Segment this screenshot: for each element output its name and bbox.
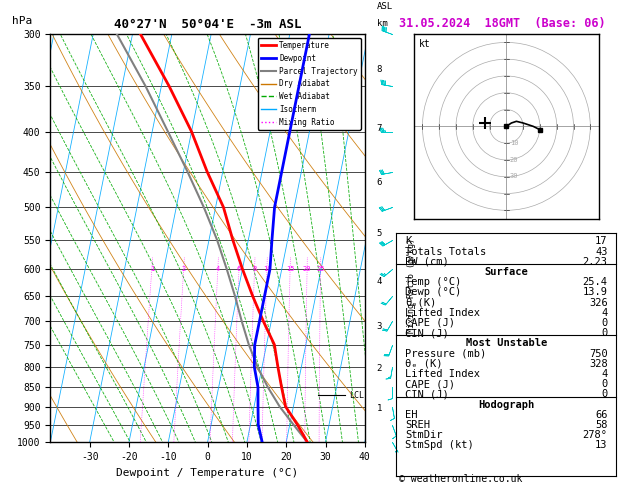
Text: 10: 10: [263, 266, 271, 272]
Text: 4: 4: [216, 266, 220, 272]
X-axis label: Dewpoint / Temperature (°C): Dewpoint / Temperature (°C): [116, 468, 299, 478]
Text: 6: 6: [377, 178, 382, 187]
Text: LCL: LCL: [349, 391, 364, 399]
Text: 6: 6: [237, 266, 241, 272]
Text: 66: 66: [595, 410, 608, 420]
Text: 7: 7: [377, 123, 382, 133]
Text: 58: 58: [595, 420, 608, 430]
Text: CAPE (J): CAPE (J): [405, 318, 455, 328]
Text: 4: 4: [377, 277, 382, 286]
Text: 13: 13: [595, 440, 608, 451]
Text: 2: 2: [182, 266, 186, 272]
Title: 40°27'N  50°04'E  -3m ASL: 40°27'N 50°04'E -3m ASL: [114, 18, 301, 32]
Text: 4: 4: [601, 308, 608, 318]
Text: 750: 750: [589, 348, 608, 359]
Text: 25.4: 25.4: [582, 277, 608, 287]
Text: 0: 0: [601, 379, 608, 389]
Text: EH: EH: [405, 410, 418, 420]
Text: 43: 43: [595, 246, 608, 257]
Text: Temp (°C): Temp (°C): [405, 277, 461, 287]
Text: 10: 10: [509, 140, 518, 146]
Text: 3: 3: [377, 322, 382, 330]
Text: 20: 20: [509, 156, 518, 163]
Text: Mixing Ratio (g/kg): Mixing Ratio (g/kg): [408, 238, 416, 333]
Text: 1: 1: [377, 404, 382, 413]
Text: 328: 328: [589, 359, 608, 369]
Text: 2: 2: [377, 364, 382, 373]
Text: Surface: Surface: [484, 267, 528, 277]
Text: 0: 0: [601, 318, 608, 328]
Text: Lifted Index: Lifted Index: [405, 369, 480, 379]
Text: © weatheronline.co.uk: © weatheronline.co.uk: [399, 473, 523, 484]
Text: 30: 30: [509, 174, 518, 179]
Text: K: K: [405, 236, 411, 246]
Text: Pressure (mb): Pressure (mb): [405, 348, 486, 359]
Text: CAPE (J): CAPE (J): [405, 379, 455, 389]
Text: 2.23: 2.23: [582, 257, 608, 267]
Text: km: km: [377, 19, 387, 28]
Text: 0: 0: [601, 389, 608, 399]
Text: Totals Totals: Totals Totals: [405, 246, 486, 257]
Legend: Temperature, Dewpoint, Parcel Trajectory, Dry Adiabat, Wet Adiabat, Isotherm, Mi: Temperature, Dewpoint, Parcel Trajectory…: [258, 38, 361, 130]
Text: kt: kt: [419, 39, 431, 50]
Text: ASL: ASL: [377, 1, 392, 11]
Text: 326: 326: [589, 297, 608, 308]
Text: Dewp (°C): Dewp (°C): [405, 287, 461, 297]
Text: CIN (J): CIN (J): [405, 328, 449, 338]
Text: 0: 0: [601, 328, 608, 338]
Text: θₑ (K): θₑ (K): [405, 359, 443, 369]
Text: SREH: SREH: [405, 420, 430, 430]
Text: 4: 4: [601, 369, 608, 379]
Text: 20: 20: [303, 266, 311, 272]
Text: 13.9: 13.9: [582, 287, 608, 297]
Text: θₑ(K): θₑ(K): [405, 297, 437, 308]
Text: StmSpd (kt): StmSpd (kt): [405, 440, 474, 451]
Text: 1: 1: [150, 266, 154, 272]
Text: CIN (J): CIN (J): [405, 389, 449, 399]
Text: Most Unstable: Most Unstable: [465, 338, 547, 348]
Text: Hodograph: Hodograph: [478, 399, 535, 410]
Text: StmDir: StmDir: [405, 430, 443, 440]
Y-axis label: hPa: hPa: [12, 16, 32, 26]
Text: 17: 17: [595, 236, 608, 246]
Text: 15: 15: [286, 266, 294, 272]
Text: 25: 25: [316, 266, 325, 272]
Text: PW (cm): PW (cm): [405, 257, 449, 267]
Text: Lifted Index: Lifted Index: [405, 308, 480, 318]
Text: 31.05.2024  18GMT  (Base: 06): 31.05.2024 18GMT (Base: 06): [399, 17, 606, 30]
Text: 5: 5: [377, 229, 382, 238]
Text: 8: 8: [252, 266, 257, 272]
Text: 8: 8: [377, 65, 382, 74]
Text: 278°: 278°: [582, 430, 608, 440]
